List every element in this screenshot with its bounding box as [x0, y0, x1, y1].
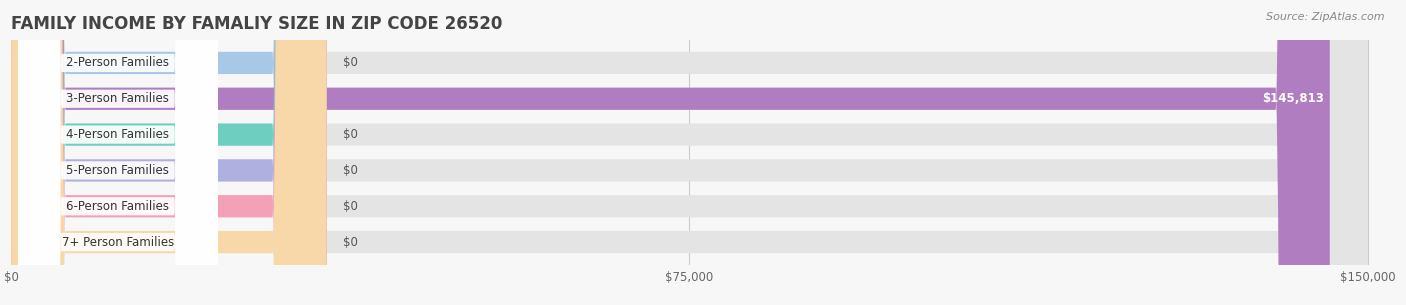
Text: Source: ZipAtlas.com: Source: ZipAtlas.com [1267, 12, 1385, 22]
Text: 7+ Person Families: 7+ Person Families [62, 235, 174, 249]
Text: 4-Person Families: 4-Person Families [66, 128, 169, 141]
FancyBboxPatch shape [18, 0, 218, 305]
FancyBboxPatch shape [11, 0, 1368, 305]
Text: $0: $0 [343, 200, 357, 213]
FancyBboxPatch shape [18, 0, 218, 305]
Text: FAMILY INCOME BY FAMALIY SIZE IN ZIP CODE 26520: FAMILY INCOME BY FAMALIY SIZE IN ZIP COD… [11, 15, 502, 33]
Text: 2-Person Families: 2-Person Families [66, 56, 169, 70]
FancyBboxPatch shape [18, 0, 218, 305]
FancyBboxPatch shape [11, 0, 1330, 305]
Text: $145,813: $145,813 [1263, 92, 1324, 105]
Text: 6-Person Families: 6-Person Families [66, 200, 169, 213]
Text: $0: $0 [343, 128, 357, 141]
FancyBboxPatch shape [11, 0, 1368, 305]
FancyBboxPatch shape [18, 0, 218, 305]
FancyBboxPatch shape [11, 0, 326, 305]
FancyBboxPatch shape [18, 0, 218, 305]
FancyBboxPatch shape [11, 0, 1368, 305]
FancyBboxPatch shape [11, 0, 1368, 305]
FancyBboxPatch shape [11, 0, 326, 305]
FancyBboxPatch shape [18, 0, 218, 305]
Text: $0: $0 [343, 56, 357, 70]
Text: $0: $0 [343, 164, 357, 177]
FancyBboxPatch shape [11, 0, 1368, 305]
FancyBboxPatch shape [11, 0, 1368, 305]
FancyBboxPatch shape [11, 0, 326, 305]
FancyBboxPatch shape [11, 0, 326, 305]
Text: 3-Person Families: 3-Person Families [66, 92, 169, 105]
Text: $0: $0 [343, 235, 357, 249]
Text: 5-Person Families: 5-Person Families [66, 164, 169, 177]
FancyBboxPatch shape [11, 0, 326, 305]
